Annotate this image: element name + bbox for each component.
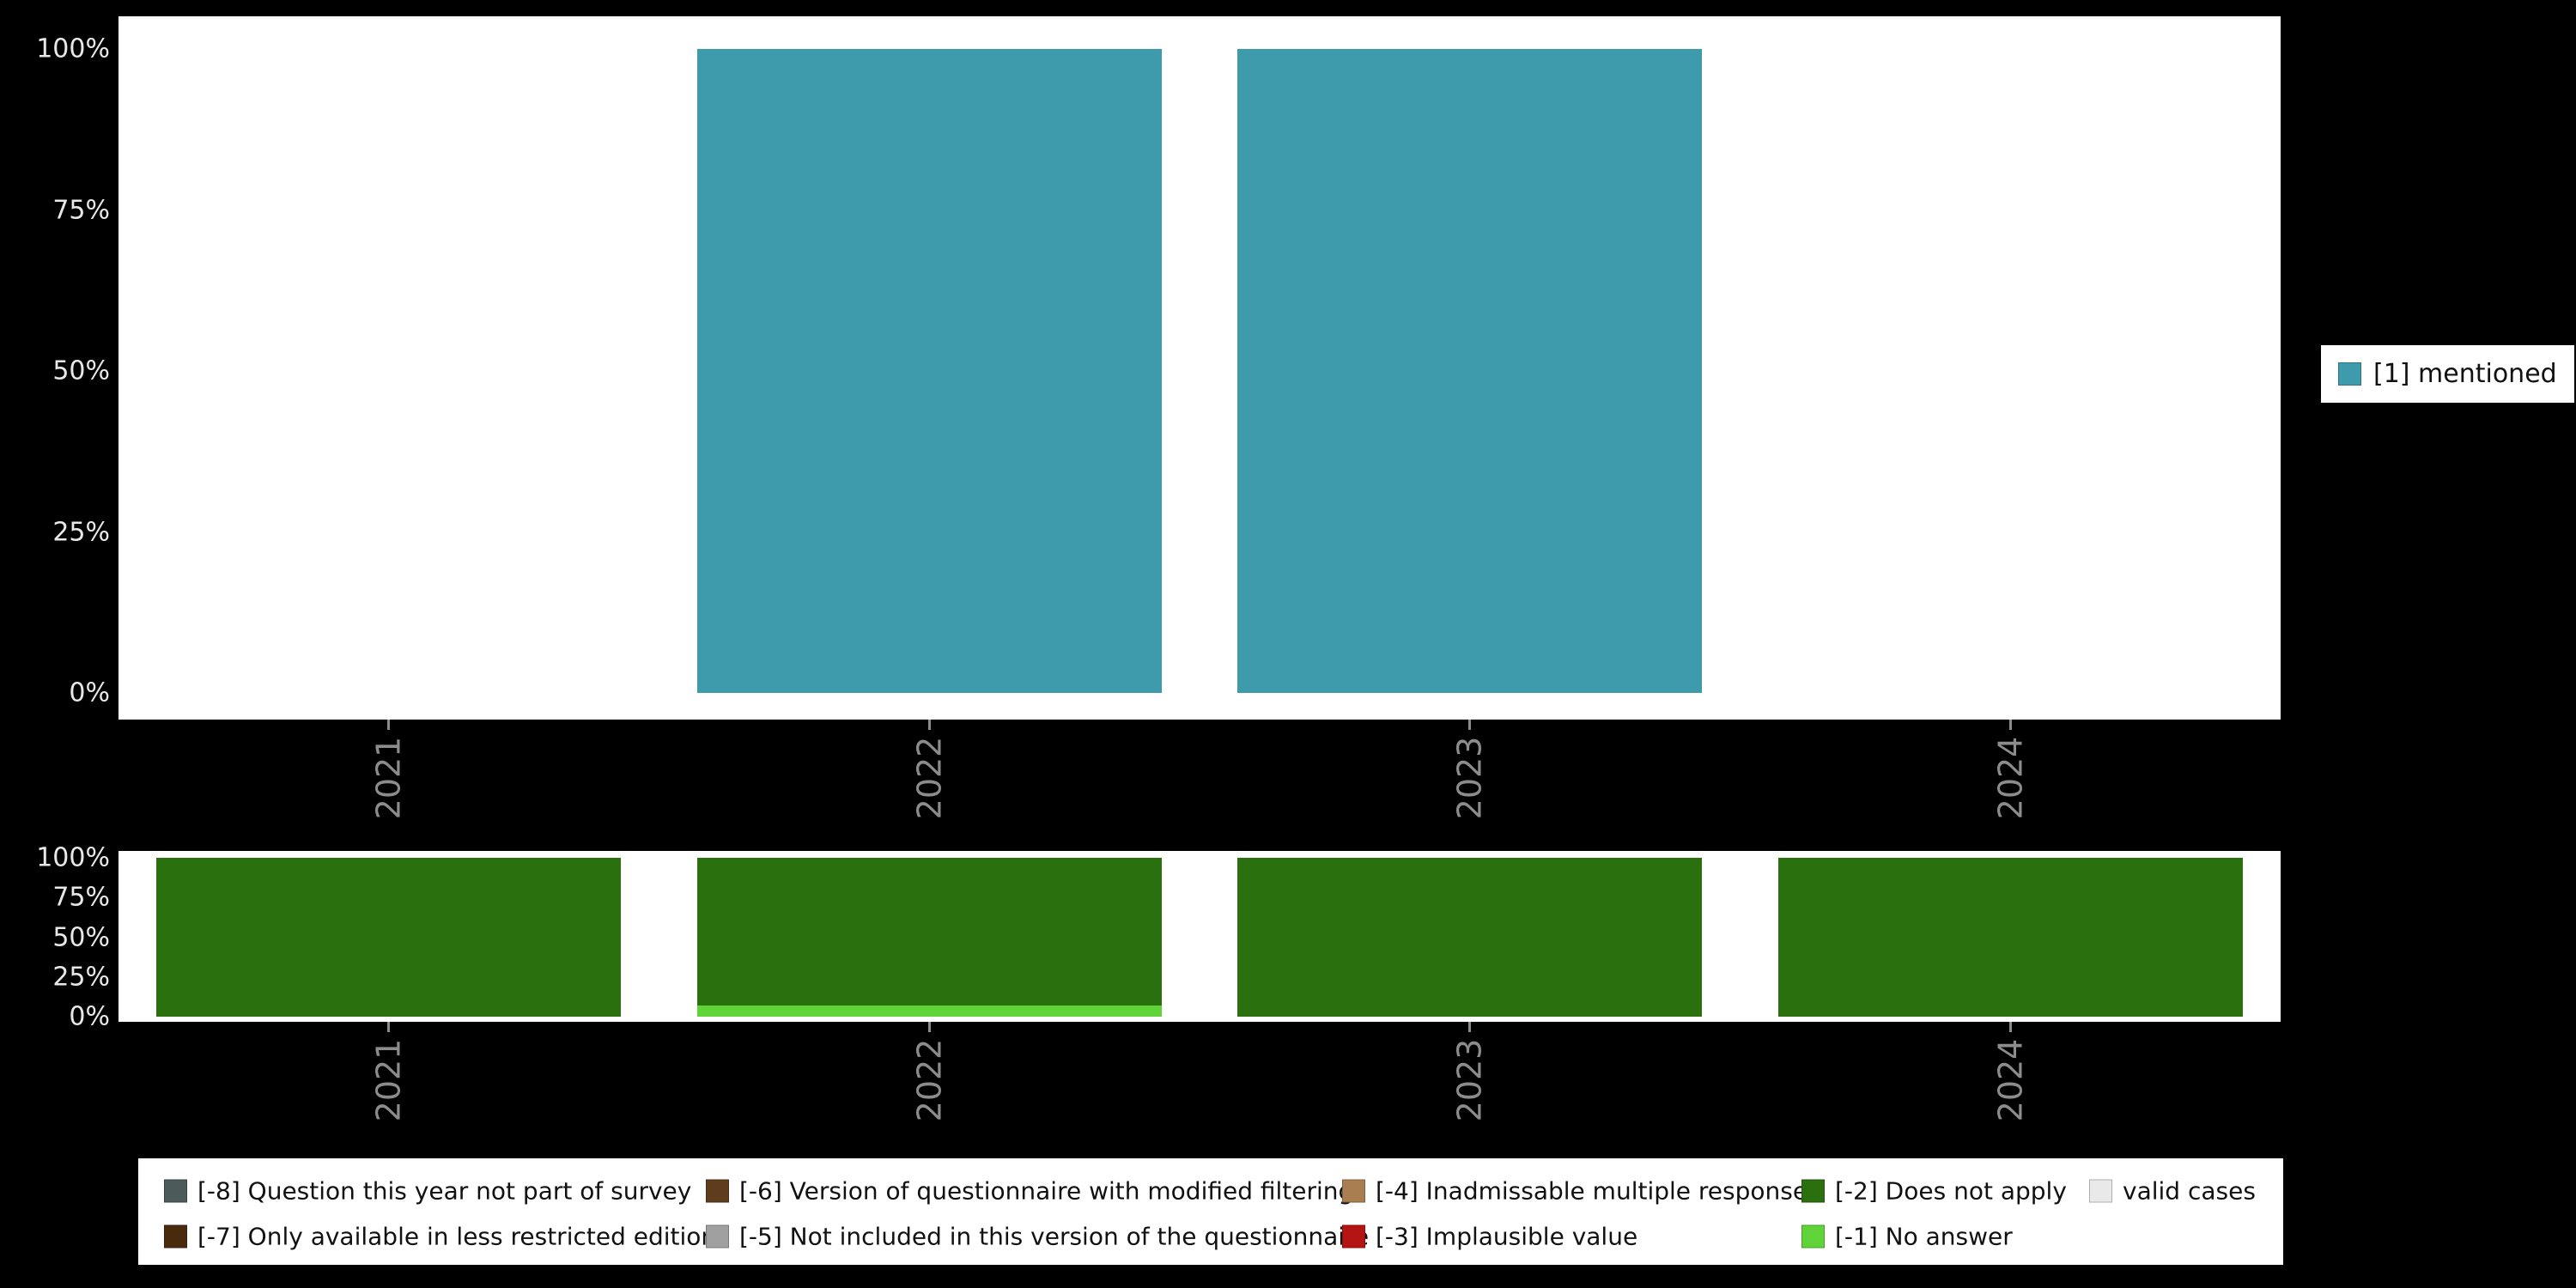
x-tick-mark [387, 1022, 391, 1032]
x-tick-label: 2023 [1419, 1029, 1522, 1132]
legend-swatch-5-not-included-in-this-version-of-the-questionnaire [706, 1224, 729, 1249]
legend-item-2-does-not-apply: [-2] Does not apply [1801, 1177, 2067, 1206]
x-tick-mark [1468, 720, 1472, 730]
x-tick-label: 2024 [1959, 1029, 2062, 1132]
x-tick-label: 2021 [337, 726, 440, 829]
y-tick-label: 25% [52, 962, 110, 993]
legend-swatch-8-question-this-year-not-part-of-survey [164, 1179, 187, 1203]
legend-swatch-7-only-available-in-less-restricted-edition [164, 1224, 187, 1249]
bar-2023-2-does-not-apply [1237, 858, 1703, 1017]
x-tick-label: 2023 [1419, 726, 1522, 829]
bottom-chart-panel [118, 851, 2281, 1022]
right-legend: [1] mentioned [2321, 345, 2574, 403]
legend-swatch-4-inadmissable-multiple-response [1342, 1179, 1365, 1203]
top-chart-panel [118, 16, 2281, 720]
legend-swatch-1-mentioned [2338, 362, 2361, 386]
y-tick-label: 25% [52, 517, 110, 547]
legend-swatch-3-implausible-value [1342, 1224, 1365, 1249]
legend-item-5-not-included-in-this-version-of-the-questionnaire: [-5] Not included in this version of the… [706, 1223, 1369, 1251]
x-tick-mark [1468, 1022, 1472, 1032]
y-tick-label: 100% [36, 842, 110, 873]
legend-label: [-4] Inadmissable multiple response [1376, 1176, 1808, 1206]
legend-item-1-no-answer: [-1] No answer [1801, 1223, 2013, 1251]
bar-2022-2-does-not-apply [696, 858, 1162, 1006]
x-tick-label-text: 2023 [1450, 1038, 1489, 1122]
x-tick-label-text: 2024 [1991, 1038, 2030, 1122]
legend-swatch-1-no-answer [1801, 1224, 1825, 1249]
x-tick-label-text: 2022 [910, 736, 949, 820]
bar-2022-1-no-answer [696, 1005, 1162, 1017]
legend-label: [-5] Not included in this version of the… [739, 1222, 1370, 1251]
x-tick-label-text: 2021 [369, 736, 408, 820]
legend-label: valid cases [2123, 1176, 2256, 1206]
x-tick-label: 2022 [878, 1029, 981, 1132]
legend-item-7-only-available-in-less-restricted-edition: [-7] Only available in less restricted e… [164, 1223, 716, 1251]
y-tick-label: 75% [52, 195, 110, 225]
legend-item-4-inadmissable-multiple-response: [-4] Inadmissable multiple response [1342, 1177, 1807, 1206]
legend-label: [-8] Question this year not part of surv… [197, 1176, 692, 1206]
legend-swatch-valid-cases [2089, 1179, 2112, 1203]
bar-2022-1-mentioned [696, 49, 1162, 693]
legend-label: [1] mentioned [2373, 359, 2557, 389]
x-tick-label: 2021 [337, 1029, 440, 1132]
legend-label: [-7] Only available in less restricted e… [197, 1222, 717, 1251]
x-tick-label: 2024 [1959, 726, 2062, 829]
x-tick-mark [927, 1022, 931, 1032]
x-tick-mark [927, 720, 931, 730]
legend-item-8-question-this-year-not-part-of-survey: [-8] Question this year not part of surv… [164, 1177, 691, 1206]
legend-label: [-6] Version of questionnaire with modif… [739, 1176, 1354, 1206]
legend-item-6-version-of-questionnaire-with-modified-filtering: [-6] Version of questionnaire with modif… [706, 1177, 1353, 1206]
x-tick-label-text: 2021 [369, 1038, 408, 1122]
x-tick-label-text: 2024 [1991, 736, 2030, 820]
y-tick-label: 75% [52, 882, 110, 913]
x-tick-mark [2008, 1022, 2012, 1032]
y-tick-label: 0% [69, 677, 110, 708]
y-tick-label: 0% [69, 1001, 110, 1032]
legend-swatch-6-version-of-questionnaire-with-modified-filtering [706, 1179, 729, 1203]
x-tick-mark [2008, 720, 2012, 730]
legend-swatch-2-does-not-apply [1801, 1179, 1825, 1203]
bar-2024-2-does-not-apply [1777, 858, 2243, 1017]
bottom-legend: [-8] Question this year not part of surv… [138, 1158, 2283, 1265]
legend-label: [-3] Implausible value [1376, 1222, 1638, 1251]
bar-2021-2-does-not-apply [156, 858, 622, 1017]
y-tick-label: 50% [52, 922, 110, 952]
bar-2023-1-mentioned [1237, 49, 1703, 693]
x-tick-label-text: 2022 [910, 1038, 949, 1122]
y-tick-label: 100% [36, 33, 110, 64]
y-tick-label: 50% [52, 355, 110, 386]
x-tick-label-text: 2023 [1450, 736, 1489, 820]
x-tick-label: 2022 [878, 726, 981, 829]
legend-label: [-1] No answer [1835, 1222, 2013, 1251]
legend-item-valid-cases: valid cases [2089, 1177, 2256, 1206]
x-tick-mark [387, 720, 391, 730]
legend-item-3-implausible-value: [-3] Implausible value [1342, 1223, 1637, 1251]
legend-label: [-2] Does not apply [1835, 1176, 2067, 1206]
